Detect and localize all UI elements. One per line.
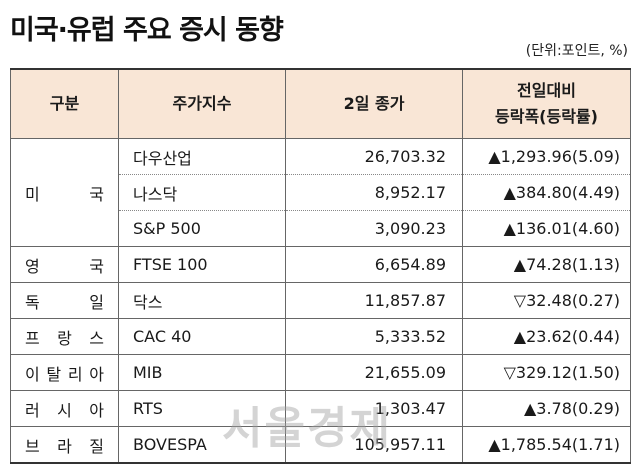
- close-value: 5,333.52: [285, 318, 463, 355]
- header-region: 구분: [10, 68, 119, 139]
- region-char: 탈: [46, 364, 62, 384]
- region-char: 프: [25, 328, 40, 348]
- index-name: MIB: [118, 354, 286, 391]
- region-char: 질: [89, 436, 104, 456]
- region-char: 스: [89, 328, 104, 348]
- region-char: 아: [89, 400, 104, 420]
- index-name: FTSE 100: [118, 246, 286, 283]
- region-char: 독: [25, 292, 40, 312]
- region-char: 일: [89, 292, 104, 312]
- close-value: 11,857.87: [285, 282, 463, 319]
- change-value: ▲136.01(4.60): [462, 210, 631, 247]
- index-name: 닥스: [118, 282, 286, 319]
- close-value: 26,703.32: [285, 138, 463, 175]
- table-row: S&P 500 3,090.23 ▲136.01(4.60): [11, 210, 631, 247]
- close-value: 8,952.17: [285, 174, 463, 211]
- header-change-line2: 등락폭(등락률): [495, 107, 598, 126]
- change-value: ▲1,293.96(5.09): [462, 138, 631, 175]
- close-value: 21,655.09: [285, 354, 463, 391]
- region-char: 국: [89, 184, 104, 204]
- close-value: 105,957.11: [285, 426, 463, 464]
- change-value: ▲384.80(4.49): [462, 174, 631, 211]
- header-close: 2일 종가: [285, 68, 463, 139]
- region-char: 시: [57, 400, 72, 420]
- region-char: 라: [57, 436, 72, 456]
- region-char: 러: [25, 400, 40, 420]
- region-char: 아: [89, 364, 104, 384]
- index-name: 나스닥: [118, 174, 286, 211]
- index-name: BOVESPA: [118, 426, 286, 464]
- header-change: 전일대비 등락폭(등락률): [462, 68, 631, 139]
- region-char: 영: [25, 256, 40, 276]
- table-header-row: 구분 주가지수 2일 종가 전일대비 등락폭(등락률): [10, 68, 631, 139]
- header-index: 주가지수: [118, 68, 286, 139]
- change-value: ▲1,785.54(1.71): [462, 426, 631, 464]
- change-value: ▽32.48(0.27): [462, 282, 631, 319]
- change-value: ▽329.12(1.50): [462, 354, 631, 391]
- index-name: 다우산업: [118, 138, 286, 175]
- unit-note: (단위:포인트, %): [525, 43, 628, 59]
- region-char: 브: [25, 436, 40, 456]
- region-char: 미: [25, 184, 40, 204]
- change-value: ▲74.28(1.13): [462, 246, 631, 283]
- close-value: 6,654.89: [285, 246, 463, 283]
- region-char: 랑: [57, 328, 72, 348]
- table-row: 나스닥 8,952.17 ▲384.80(4.49): [11, 174, 631, 211]
- region-char: 국: [89, 256, 104, 276]
- header-change-line1: 전일대비: [517, 81, 576, 100]
- index-name: S&P 500: [118, 210, 286, 247]
- index-name: RTS: [118, 390, 286, 427]
- change-value: ▲23.62(0.44): [462, 318, 631, 355]
- change-value: ▲3.78(0.29): [462, 390, 631, 427]
- close-value: 1,303.47: [285, 390, 463, 427]
- region-char: 리: [67, 364, 83, 384]
- page-title: 미국·유럽 주요 증시 동향: [10, 15, 284, 46]
- close-value: 3,090.23: [285, 210, 463, 247]
- index-name: CAC 40: [118, 318, 286, 355]
- region-char: 이: [25, 364, 40, 384]
